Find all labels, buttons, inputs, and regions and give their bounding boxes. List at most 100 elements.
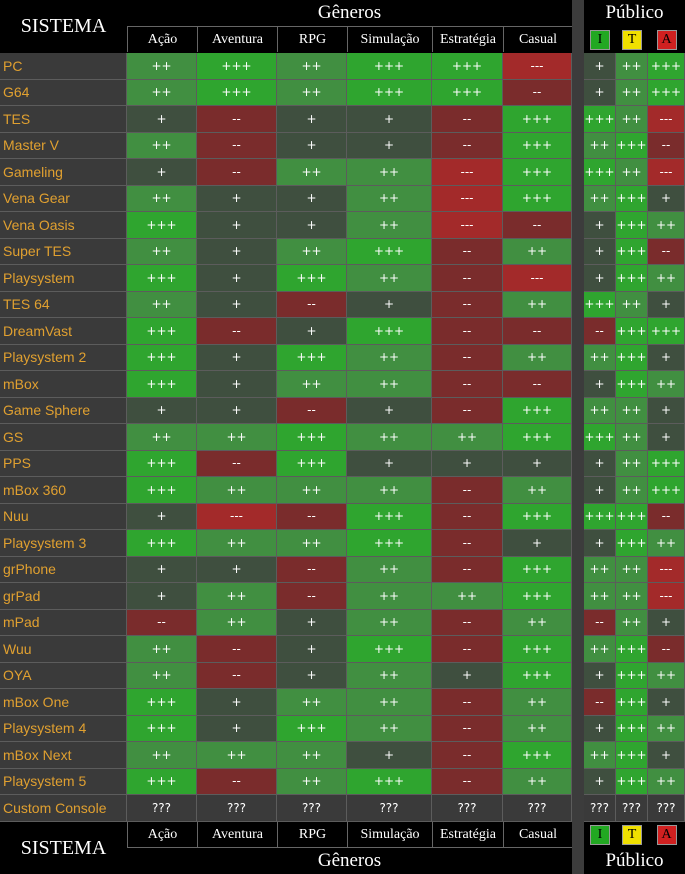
- rating-cell: +++: [127, 265, 197, 292]
- top-genre-col-3: Simulação: [347, 27, 432, 52]
- rating-cell: --: [503, 212, 572, 239]
- rating-cell: ???: [197, 795, 277, 822]
- rating-cell: ++: [127, 662, 197, 689]
- rating-cell: +++: [127, 371, 197, 398]
- audience-cell: +: [584, 79, 616, 106]
- rating-cell: ++: [347, 556, 432, 583]
- rating-cell: ++: [347, 185, 432, 212]
- audience-cell: --: [584, 609, 616, 636]
- rating-cell: ---: [503, 265, 572, 292]
- audience-cell: ++: [584, 583, 616, 610]
- audience-cell: ++: [616, 397, 648, 424]
- bottom-genre-col-5: Casual: [503, 822, 572, 847]
- rating-cell: +: [127, 583, 197, 610]
- rating-cell: +++: [432, 79, 503, 106]
- rating-cell: --: [197, 768, 277, 795]
- rating-cell: --: [503, 79, 572, 106]
- system-name: Playsystem 2: [0, 344, 127, 371]
- audience-cell: +++: [584, 106, 616, 133]
- rating-cell: ???: [277, 795, 347, 822]
- rating-cell: --: [503, 318, 572, 345]
- bottom-sistema-title: SISTEMA: [0, 822, 127, 874]
- rating-cell: +++: [127, 768, 197, 795]
- audience-badge-a: A: [656, 824, 677, 845]
- system-name: PPS: [0, 450, 127, 477]
- rating-cell: +: [197, 344, 277, 371]
- rating-cell: ++: [277, 238, 347, 265]
- bottom-audience-col-0: I: [584, 822, 616, 847]
- system-name: Playsystem: [0, 265, 127, 292]
- audience-cell: ---: [648, 583, 685, 610]
- rating-cell: +++: [503, 583, 572, 610]
- rating-cell: +++: [503, 742, 572, 769]
- rating-cell: --: [197, 450, 277, 477]
- bottom-genres-title: Gêneros: [127, 848, 572, 874]
- rating-cell: ++: [127, 742, 197, 769]
- rating-cell: ???: [432, 795, 503, 822]
- audience-cell: ???: [616, 795, 648, 822]
- rating-cell: +++: [347, 530, 432, 557]
- audience-cell: --: [648, 503, 685, 530]
- top-genre-col-5: Casual: [503, 27, 572, 52]
- rating-cell: +++: [347, 768, 432, 795]
- audience-cell: +++: [616, 742, 648, 769]
- rating-cell: +++: [127, 212, 197, 239]
- rating-cell: +++: [503, 636, 572, 663]
- rating-cell: ---: [432, 159, 503, 186]
- rating-cell: +: [503, 450, 572, 477]
- audience-cell: +++: [616, 344, 648, 371]
- bottom-genre-col-2: RPG: [277, 822, 347, 847]
- audience-cell: ???: [648, 795, 685, 822]
- audience-badge-i: I: [590, 824, 610, 845]
- rating-cell: ++: [503, 609, 572, 636]
- rating-cell: ++: [277, 530, 347, 557]
- rating-cell: +++: [432, 53, 503, 80]
- top-genres-title: Gêneros: [127, 0, 572, 26]
- rating-cell: --: [432, 344, 503, 371]
- rating-cell: +++: [277, 265, 347, 292]
- rating-cell: ++: [347, 689, 432, 716]
- rating-cell: +: [277, 132, 347, 159]
- audience-cell: +++: [616, 318, 648, 345]
- rating-cell: --: [432, 238, 503, 265]
- audience-cell: ++: [584, 636, 616, 663]
- rating-cell: ++: [197, 477, 277, 504]
- audience-cell: ++: [616, 477, 648, 504]
- rating-cell: +: [347, 132, 432, 159]
- rating-cell: --: [432, 503, 503, 530]
- audience-cell: +++: [616, 662, 648, 689]
- audience-cell: --: [648, 636, 685, 663]
- top-audience-col-1: T: [616, 27, 648, 52]
- audience-cell: +++: [616, 768, 648, 795]
- audience-cell: ++: [648, 768, 685, 795]
- rating-cell: ++: [503, 291, 572, 318]
- rating-cell: +: [197, 185, 277, 212]
- rating-cell: +: [277, 106, 347, 133]
- rating-cell: ++: [197, 530, 277, 557]
- rating-cell: +: [277, 662, 347, 689]
- audience-cell: +: [584, 238, 616, 265]
- rating-cell: --: [432, 530, 503, 557]
- audience-cell: --: [648, 132, 685, 159]
- rating-cell: ++: [503, 344, 572, 371]
- rating-cell: ++: [347, 662, 432, 689]
- audience-cell: ++: [616, 53, 648, 80]
- rating-cell: ++: [347, 265, 432, 292]
- audience-cell: +: [584, 662, 616, 689]
- rating-cell: ++: [277, 371, 347, 398]
- rating-cell: +++: [277, 715, 347, 742]
- audience-cell: +: [584, 265, 616, 292]
- rating-cell: --: [432, 768, 503, 795]
- audience-cell: ++: [648, 212, 685, 239]
- system-name: grPhone: [0, 556, 127, 583]
- bottom-genre-col-0: Ação: [127, 822, 197, 847]
- audience-cell: ---: [648, 106, 685, 133]
- audience-cell: +++: [616, 715, 648, 742]
- rating-cell: +++: [197, 79, 277, 106]
- rating-cell: --: [432, 291, 503, 318]
- rating-cell: +++: [503, 424, 572, 451]
- audience-cell: +: [584, 768, 616, 795]
- system-name: mBox Next: [0, 742, 127, 769]
- system-name: GS: [0, 424, 127, 451]
